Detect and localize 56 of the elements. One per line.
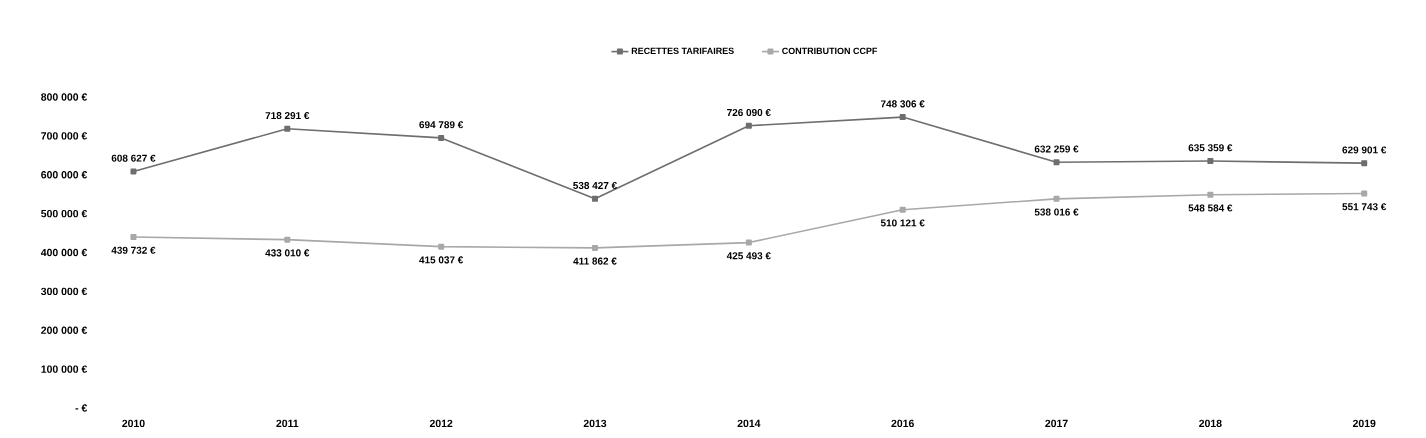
x-tick-label: 2013 (583, 419, 607, 428)
data-label: 718 291 € (265, 112, 310, 120)
point (899, 206, 906, 213)
data-label: 551 743 € (1342, 203, 1387, 211)
x-tick-label: 2019 (1352, 419, 1376, 428)
data-label: 608 627 € (111, 154, 156, 162)
point (745, 239, 752, 246)
data-label: 425 493 € (726, 252, 771, 260)
data-label: 694 789 € (419, 121, 464, 129)
point (1053, 195, 1060, 202)
y-tick-label: 200 000 € (41, 326, 88, 334)
point (1361, 160, 1368, 167)
y-tick-label: 400 000 € (40, 248, 88, 257)
point (284, 125, 291, 132)
legend-label: RECETTES TARIFAIRES (631, 47, 734, 55)
point (438, 134, 445, 141)
point (438, 243, 445, 250)
point (130, 168, 137, 175)
data-label: 538 016 € (1034, 208, 1079, 216)
x-tick-label: 2010 (122, 419, 145, 428)
y-tick-label: 800 000 € (41, 93, 88, 101)
data-label: 510 121 € (880, 219, 925, 227)
point (1207, 191, 1214, 198)
x-tick-label: 2014 (737, 419, 761, 428)
y-tick-label: - € (75, 404, 88, 412)
point (1053, 159, 1060, 166)
y-tick-label: 700 000 € (41, 132, 88, 140)
data-label: 629 901 € (1342, 146, 1387, 154)
data-label: 538 427 € (573, 181, 617, 189)
y-tick-label: 100 000 € (41, 365, 88, 373)
point (591, 195, 598, 202)
x-tick-label: 2018 (1199, 419, 1222, 428)
data-label: 548 584 € (1188, 204, 1233, 212)
x-tick-label: 2011 (276, 419, 299, 428)
y-tick-label: 600 000 € (41, 171, 88, 179)
point (130, 234, 137, 241)
point (899, 114, 906, 121)
point (1361, 190, 1368, 197)
y-tick-label: 500 000 € (41, 209, 88, 218)
y-tick-label: 300 000 € (41, 287, 88, 296)
x-tick-label: 2012 (429, 419, 453, 428)
point (745, 122, 752, 129)
data-label: 439 732 € (111, 246, 156, 254)
legend-label: CONTRIBUTION CCPF (782, 47, 878, 55)
data-label: 632 259 € (1034, 145, 1079, 153)
x-tick-label: 2016 (891, 419, 914, 428)
data-label: 411 862 € (573, 257, 617, 265)
data-label: 748 306 € (880, 100, 925, 108)
data-label: 726 090 € (727, 109, 771, 117)
data-label: 415 037 € (419, 256, 464, 264)
point (591, 244, 598, 251)
point (1207, 158, 1214, 165)
x-tick-label: 2017 (1045, 419, 1068, 428)
data-label: 635 359 € (1188, 144, 1233, 152)
point (284, 236, 291, 243)
data-label: 433 010 € (265, 249, 310, 257)
